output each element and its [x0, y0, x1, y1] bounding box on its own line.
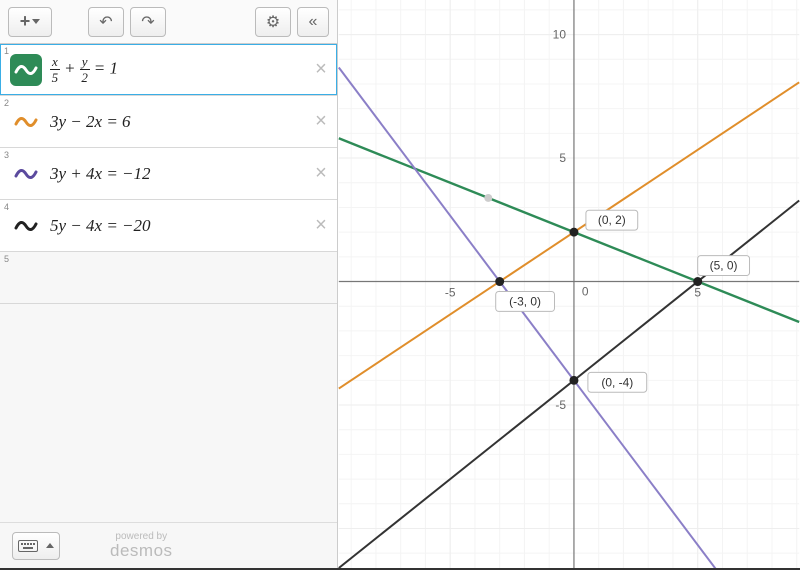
toolbar: + ↶ ↷ ⚙ «	[0, 0, 337, 44]
delete-expression-button[interactable]: ×	[305, 162, 337, 185]
expression-formula[interactable]: 3y − 2x = 6	[50, 112, 305, 132]
svg-text:-5: -5	[445, 285, 456, 299]
expression-formula[interactable]: x5 + y2 = 1	[50, 55, 305, 84]
svg-text:5: 5	[559, 151, 566, 165]
expression-row[interactable]: 1 x5 + y2 = 1×	[0, 44, 337, 96]
expression-formula[interactable]: 5y − 4x = −20	[50, 216, 305, 236]
delete-expression-button[interactable]: ×	[305, 110, 337, 133]
svg-text:(-3, 0): (-3, 0)	[509, 294, 541, 308]
expression-formula[interactable]: 3y + 4x = −12	[50, 164, 305, 184]
expression-row[interactable]: 5×	[0, 252, 337, 304]
graph-point	[693, 277, 702, 286]
expression-index: 4	[4, 202, 9, 212]
powered-by-desmos: powered by desmos	[110, 531, 173, 561]
expression-row[interactable]: 3 3y + 4x = −12×	[0, 148, 337, 200]
caret-up-icon	[46, 543, 54, 548]
expression-sidebar: + ↶ ↷ ⚙ « 1x5 + y2 = 1×23y − 2x = 6×33y …	[0, 0, 338, 568]
sidebar-footer: powered by desmos	[0, 522, 337, 568]
add-expression-button[interactable]: +	[8, 7, 52, 37]
line-2	[339, 82, 799, 388]
expression-index: 1	[4, 46, 9, 56]
point-label: (5, 0)	[698, 256, 750, 276]
keyboard-button[interactable]	[12, 532, 60, 560]
point-label: (0, 2)	[586, 210, 638, 230]
graph-point	[495, 277, 504, 286]
settings-button[interactable]: ⚙	[255, 7, 291, 37]
expression-index: 5	[4, 254, 9, 264]
expression-color-icon[interactable]	[10, 54, 42, 86]
svg-text:5: 5	[694, 285, 701, 299]
delete-expression-button[interactable]: ×	[305, 58, 337, 81]
point-label: (-3, 0)	[496, 291, 555, 311]
dropdown-caret-icon	[32, 19, 40, 24]
svg-text:(0, 2): (0, 2)	[598, 213, 626, 227]
expression-index: 3	[4, 150, 9, 160]
undo-icon: ↶	[99, 12, 112, 32]
graph-point	[569, 376, 578, 385]
intersection-dot	[484, 194, 492, 202]
svg-text:(5, 0): (5, 0)	[710, 259, 738, 273]
redo-icon: ↷	[141, 12, 154, 32]
line-3	[339, 68, 799, 568]
collapse-sidebar-button[interactable]: «	[297, 7, 329, 37]
svg-text:10: 10	[553, 28, 567, 42]
expression-list: 1x5 + y2 = 1×23y − 2x = 6×33y + 4x = −12…	[0, 44, 337, 522]
svg-text:(0, -4): (0, -4)	[601, 375, 633, 389]
point-label: (0, -4)	[588, 372, 647, 392]
plus-icon: +	[20, 11, 31, 32]
expression-index: 2	[4, 98, 9, 108]
redo-button[interactable]: ↷	[130, 7, 166, 37]
expression-color-icon[interactable]	[10, 158, 42, 190]
chevron-left-icon: «	[309, 13, 318, 31]
expression-row[interactable]: 2 3y − 2x = 6×	[0, 96, 337, 148]
gear-icon: ⚙	[266, 12, 280, 32]
delete-expression-button[interactable]: ×	[305, 214, 337, 237]
expression-color-icon[interactable]	[10, 106, 42, 138]
desmos-logo-text: desmos	[110, 542, 173, 561]
graph-area[interactable]: -5 5 -5 5 10 0 (0, 2) (5, 0) (-3, 0) (0, -4)	[338, 0, 800, 568]
line-1	[339, 138, 799, 322]
svg-text:0: 0	[582, 284, 589, 298]
expression-color-icon[interactable]	[10, 210, 42, 242]
keyboard-icon	[18, 540, 38, 552]
graph-svg: -5 5 -5 5 10 0 (0, 2) (5, 0) (-3, 0) (0, -4)	[338, 0, 800, 568]
undo-button[interactable]: ↶	[88, 7, 124, 37]
expression-row[interactable]: 4 5y − 4x = −20×	[0, 200, 337, 252]
powered-by-text: powered by	[110, 531, 173, 542]
svg-text:-5: -5	[555, 398, 566, 412]
graph-point	[569, 228, 578, 237]
